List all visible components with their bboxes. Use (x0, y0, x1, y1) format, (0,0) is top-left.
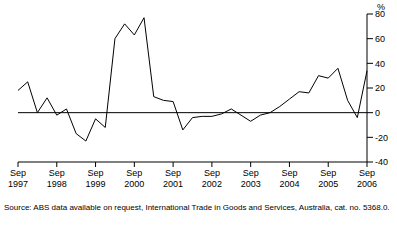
svg-text:Sep2003: Sep2003 (241, 168, 261, 189)
svg-text:Sep1997: Sep1997 (8, 168, 28, 189)
svg-text:80: 80 (375, 9, 385, 20)
svg-text:40: 40 (375, 59, 385, 69)
svg-text:Sep2002: Sep2002 (202, 168, 222, 189)
svg-text:-40: -40 (375, 157, 388, 167)
svg-text:Sep1999: Sep1999 (86, 168, 106, 189)
svg-text:60: 60 (375, 34, 385, 44)
svg-text:-20: -20 (375, 133, 388, 143)
html-text:Source: ABS data available on: Source: ABS data available on request, I… (4, 203, 390, 212)
svg-text:Sep2001: Sep2001 (163, 168, 183, 189)
svg-text:Sep2000: Sep2000 (124, 168, 144, 189)
svg-text:20: 20 (375, 83, 385, 93)
svg-text:Sep1998: Sep1998 (47, 168, 67, 189)
svg-text:%: % (377, 2, 385, 12)
svg-text:Sep2005: Sep2005 (318, 168, 338, 189)
svg-text:Sep2004: Sep2004 (279, 168, 299, 189)
svg-text:Sep2006: Sep2006 (357, 168, 377, 189)
svg-text:0: 0 (375, 108, 380, 118)
